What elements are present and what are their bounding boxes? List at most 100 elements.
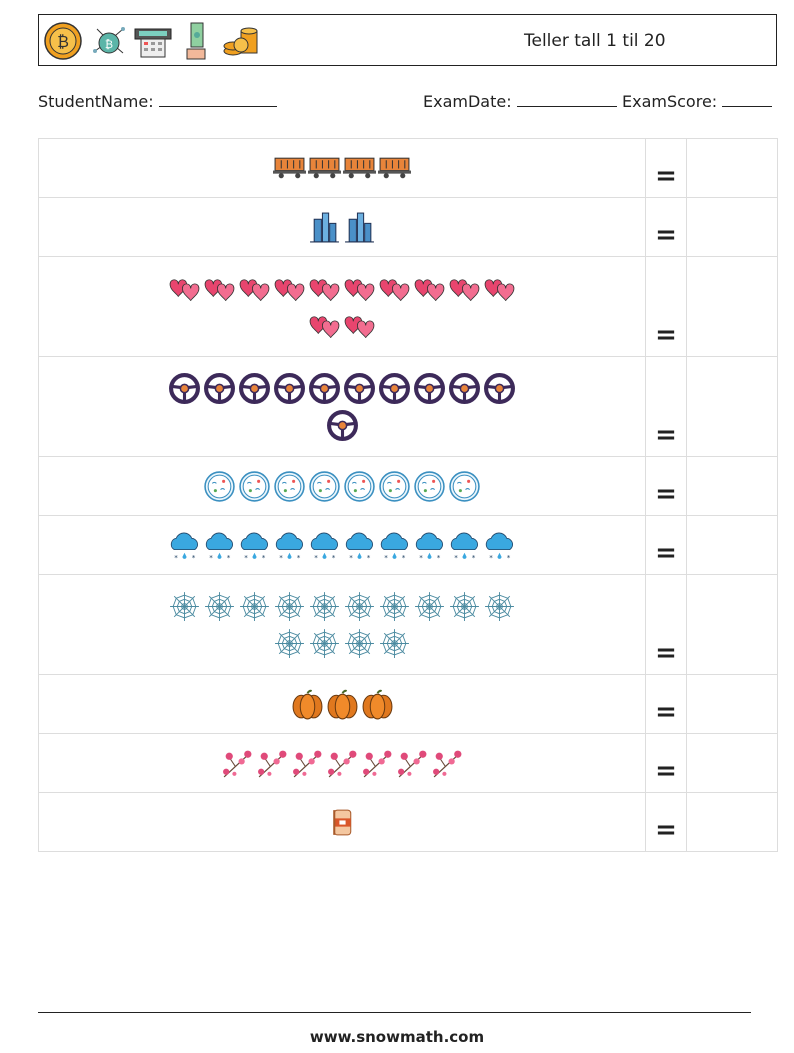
- count-row: =: [38, 733, 778, 793]
- student-name-blank[interactable]: [158, 92, 277, 107]
- svg-text:*: *: [437, 552, 441, 561]
- hearts-icon: [309, 278, 340, 301]
- cherry-blossom-branch-icon: [222, 750, 251, 777]
- coin-stack-icon: [223, 27, 258, 56]
- hearts-icon: [344, 278, 375, 301]
- hearts-icon: [169, 278, 200, 301]
- snow-cloud-icon: * *: [345, 532, 373, 561]
- count-row: =: [38, 197, 778, 257]
- equals-sign: =: [655, 638, 677, 668]
- picture-cell: [38, 456, 646, 516]
- equals-cell: =: [645, 138, 687, 198]
- answer-box[interactable]: [686, 674, 778, 734]
- answer-box[interactable]: [686, 733, 778, 793]
- pumpkin-icon: [362, 689, 392, 719]
- count-row: =: [38, 574, 778, 675]
- petri-dish-icon: [274, 470, 305, 502]
- spider-web-icon: [345, 628, 374, 658]
- count-row: =: [38, 138, 778, 198]
- petri-dish-icon: [309, 470, 340, 502]
- answer-box[interactable]: [686, 515, 778, 575]
- student-name-field[interactable]: StudentName:: [38, 92, 277, 111]
- count-row: =: [38, 456, 778, 516]
- equals-cell: =: [645, 792, 687, 852]
- svg-text:*: *: [279, 552, 283, 561]
- snow-cloud-icon: * *: [205, 532, 233, 561]
- spider-web-icon: [275, 591, 304, 621]
- hearts-icon: [379, 278, 410, 301]
- cherry-blossom-branch-icon: [362, 750, 391, 777]
- snow-cloud-icon: * *: [240, 532, 268, 561]
- picture-cell: [38, 256, 646, 357]
- hearts-icon: [484, 278, 515, 301]
- hearts-icon: [239, 278, 270, 301]
- picture-line: [39, 272, 645, 305]
- hearts-icon: [449, 278, 480, 301]
- picture-cell: [38, 197, 646, 257]
- equals-cell: =: [645, 515, 687, 575]
- spider-web-icon: [205, 591, 234, 621]
- footer-url: www.snowmath.com: [309, 1028, 485, 1046]
- skyscraper-icon: [310, 212, 339, 242]
- picture-line: [39, 806, 645, 839]
- steering-wheel-icon: [379, 372, 410, 404]
- equals-cell: =: [645, 733, 687, 793]
- exam-score-field[interactable]: ExamScore:: [622, 92, 773, 111]
- steering-wheel-icon: [169, 372, 200, 404]
- snow-cloud-icon: * *: [485, 532, 513, 561]
- exam-score-blank[interactable]: [722, 92, 773, 107]
- counting-grid: = = = = = * * * * * * * * * * * * * * * * * * * * = = = = =: [38, 138, 778, 852]
- spider-web-icon: [485, 591, 514, 621]
- equals-sign: =: [655, 538, 677, 568]
- picture-cell: [38, 356, 646, 457]
- svg-text:*: *: [227, 552, 231, 561]
- picture-cell: [38, 792, 646, 852]
- equals-sign: =: [655, 815, 677, 845]
- svg-text:*: *: [314, 552, 318, 561]
- student-name-label: StudentName:: [38, 92, 154, 111]
- skyscraper-icon: [345, 212, 374, 242]
- picture-cell: [38, 574, 646, 675]
- picture-line: [39, 409, 645, 442]
- exam-date-blank[interactable]: [516, 92, 617, 107]
- picture-line: [39, 309, 645, 342]
- hearts-icon: [309, 315, 340, 338]
- spider-web-icon: [380, 591, 409, 621]
- petri-dish-icon: [414, 470, 445, 502]
- steering-wheel-icon: [414, 372, 445, 404]
- equals-sign: =: [655, 479, 677, 509]
- cherry-blossom-branch-icon: [257, 750, 286, 777]
- spider-web-icon: [380, 628, 409, 658]
- hearts-icon: [274, 278, 305, 301]
- equals-sign: =: [655, 220, 677, 250]
- snow-cloud-icon: * *: [275, 532, 303, 561]
- picture-cell: [38, 733, 646, 793]
- worksheet-title: Teller tall 1 til 20: [524, 31, 666, 51]
- answer-box[interactable]: [686, 456, 778, 516]
- spider-web-icon: [450, 591, 479, 621]
- count-row: =: [38, 256, 778, 357]
- answer-box[interactable]: [686, 138, 778, 198]
- picture-line: [39, 152, 645, 185]
- exam-date-field[interactable]: ExamDate:: [423, 92, 617, 111]
- footer-divider: [38, 1012, 751, 1013]
- answer-box[interactable]: [686, 574, 778, 675]
- worksheet-header: ₿ ₿ Teller tall 1 til 20: [38, 14, 777, 66]
- spider-web-icon: [310, 628, 339, 658]
- count-row: * * * * * * * * * * * * * * * * * * * * =: [38, 515, 778, 575]
- answer-box[interactable]: [686, 792, 778, 852]
- pumpkin-icon: [327, 689, 357, 719]
- hearts-icon: [204, 278, 235, 301]
- picture-line: [39, 211, 645, 244]
- svg-text:*: *: [472, 552, 476, 561]
- answer-box[interactable]: [686, 356, 778, 457]
- answer-box[interactable]: [686, 197, 778, 257]
- petri-dish-icon: [449, 470, 480, 502]
- answer-box[interactable]: [686, 256, 778, 357]
- steering-wheel-icon: [239, 372, 270, 404]
- svg-text:*: *: [507, 552, 511, 561]
- picture-line: * * * * * * * * * * * * * * * * * * * *: [39, 529, 645, 562]
- petri-dish-icon: [204, 470, 235, 502]
- picture-line: [39, 688, 645, 721]
- freight-wagon-icon: [273, 157, 306, 178]
